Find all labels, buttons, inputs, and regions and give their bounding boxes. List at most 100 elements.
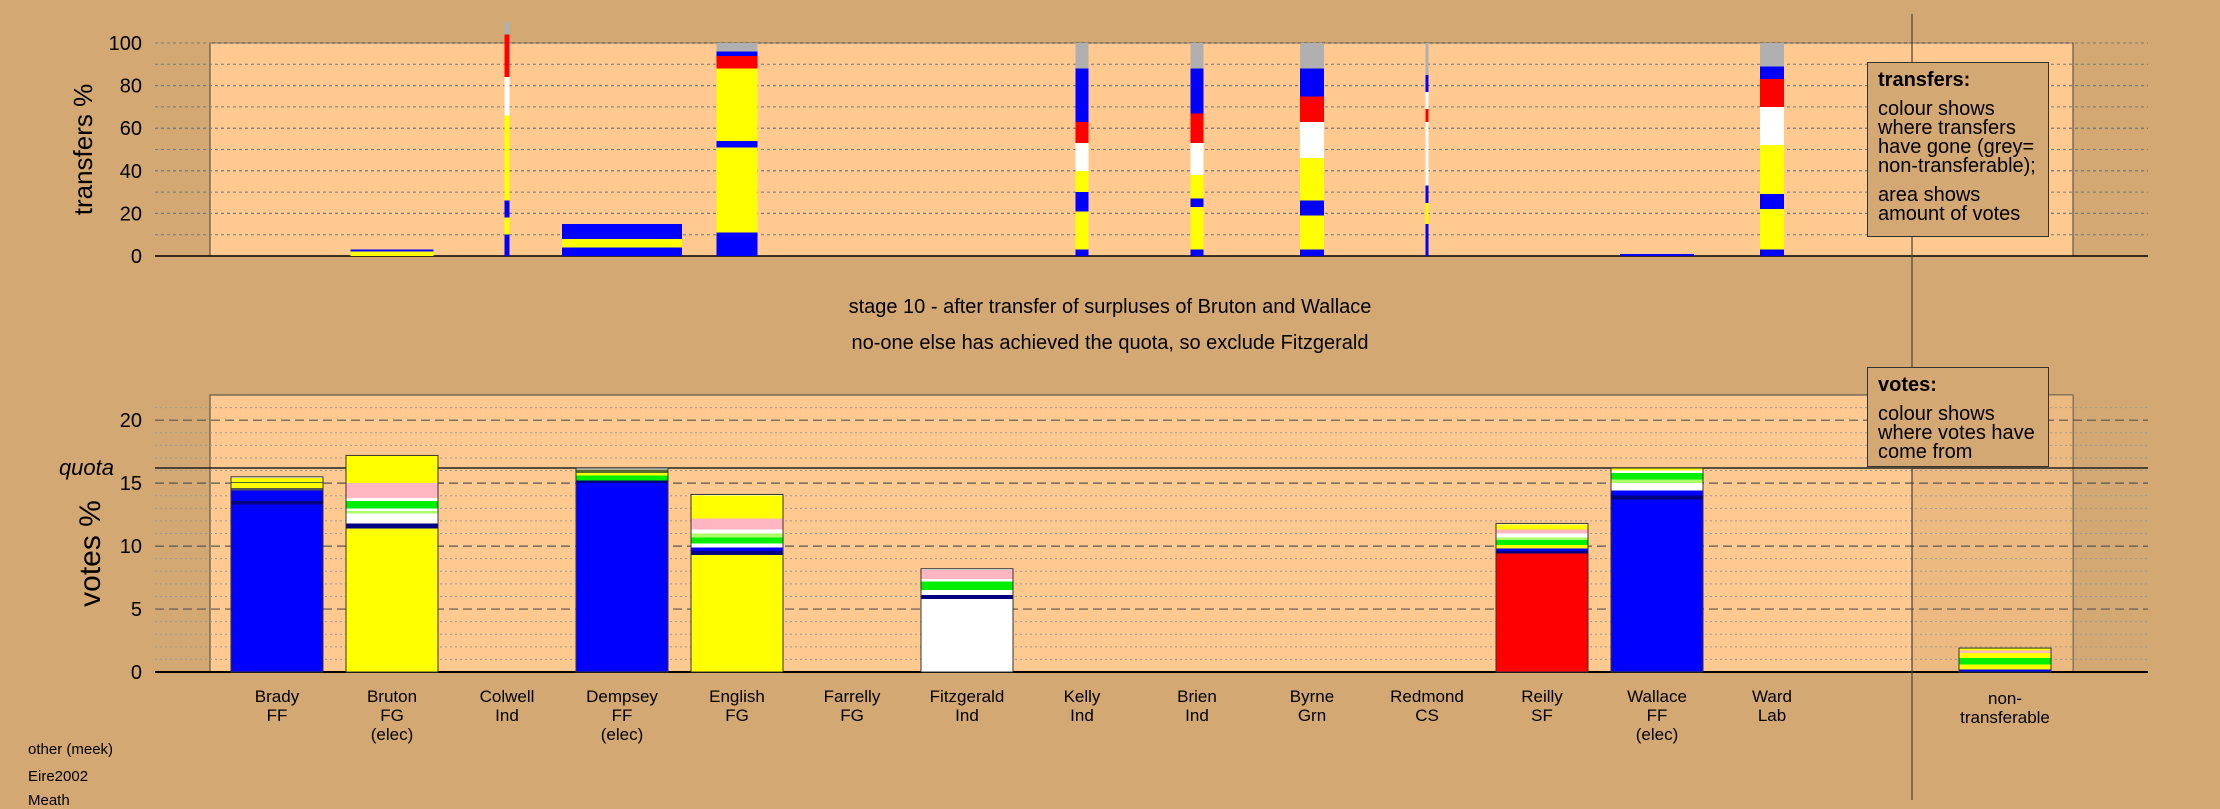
- transfer-segment: [504, 200, 510, 218]
- transfer-segment: [1620, 253, 1694, 256]
- transfer-segment: [1425, 224, 1429, 256]
- vote-segment: [1611, 499, 1703, 672]
- transfer-segment: [1425, 74, 1429, 92]
- transfer-segment: [1075, 211, 1089, 250]
- transfer-segment: [1300, 215, 1324, 250]
- vote-segment: [231, 478, 323, 482]
- transfers-legend-title: transfers:: [1878, 69, 1971, 91]
- transfer-segment: [1190, 68, 1204, 114]
- vote-segment: [691, 529, 783, 534]
- vote-segment: [921, 590, 1013, 596]
- vote-segment: [1496, 553, 1588, 672]
- candidate-name: Brady: [254, 687, 300, 706]
- vote-segment: [1496, 544, 1588, 549]
- transfer-segment: [1425, 109, 1429, 122]
- candidate-status: (elec): [600, 725, 644, 744]
- vote-segment: [346, 498, 438, 501]
- vote-segment: [921, 568, 1013, 571]
- candidate-name: Ward: [1752, 687, 1792, 706]
- vote-segment: [691, 537, 783, 544]
- vote-segment: [231, 481, 323, 484]
- vote-segment: [576, 473, 668, 476]
- candidate-name: Brien: [1177, 687, 1217, 706]
- transfer-segment: [1075, 143, 1089, 171]
- transfer-segment: [1300, 96, 1324, 122]
- transfer-segment: [1190, 43, 1204, 69]
- transfers-legend-text2: area shows amount of votes: [1878, 184, 2021, 225]
- vote-bar-non-transferable: [1958, 647, 2052, 673]
- vote-segment: [1611, 479, 1703, 484]
- vote-segment: [231, 490, 323, 501]
- transfers-y-tick-label: 40: [120, 161, 142, 183]
- candidate-label: Brady FF: [222, 687, 332, 725]
- transfers-y-tick-label: 100: [109, 33, 142, 55]
- candidate-name: Bruton: [366, 687, 418, 706]
- votes-legend-text: colour shows where votes have come from: [1878, 403, 2035, 463]
- candidate-label: Dempsey FF (elec): [567, 687, 677, 744]
- transfers-y-tick-label: 60: [120, 118, 142, 140]
- transfer-segment: [1190, 175, 1204, 199]
- transfer-segment: [504, 77, 510, 116]
- candidate-name: Kelly: [1063, 687, 1101, 706]
- nontransferable-label: non-transferable: [1935, 689, 2075, 727]
- transfer-segment: [1425, 185, 1429, 203]
- vote-segment: [231, 500, 323, 505]
- candidate-name: Wallace: [1627, 687, 1687, 706]
- vote-segment: [691, 547, 783, 552]
- candidate-party: Ind: [495, 706, 519, 725]
- vote-bar-reilly: [1495, 522, 1589, 673]
- votes-legend: votes: colour shows where votes have com…: [1867, 367, 2049, 467]
- transfer-bar-dempsey: [562, 224, 682, 256]
- transfers-legend-text1: colour shows where transfers have gone (…: [1878, 98, 2036, 177]
- vote-segment: [346, 528, 438, 672]
- candidate-party: Grn: [1297, 706, 1327, 725]
- transfer-segment: [1760, 194, 1784, 210]
- transfers-chart: 0 20 40 60 80 100 transfers %: [68, 21, 2148, 268]
- candidate-label: Farrelly FG: [797, 687, 907, 725]
- transfers-y-tick-label: 20: [120, 203, 142, 225]
- candidate-label: Wallace FF (elec): [1602, 687, 1712, 744]
- vote-segment: [1611, 473, 1703, 480]
- candidate-label: English FG: [682, 687, 792, 725]
- transfer-segment: [562, 238, 682, 248]
- transfer-segment: [1300, 68, 1324, 97]
- transfer-segment: [1300, 121, 1324, 159]
- transfer-segment: [1190, 249, 1204, 256]
- transfer-segment: [504, 34, 510, 65]
- votes-y-tick-label: 20: [120, 410, 142, 432]
- transfer-segment: [1760, 145, 1784, 195]
- vote-segment: [231, 488, 323, 491]
- vote-segment: [921, 570, 1013, 579]
- vote-segment: [1959, 653, 2051, 659]
- transfer-segment: [716, 147, 758, 233]
- vote-bar-english: [690, 493, 784, 673]
- transfer-segment: [1190, 207, 1204, 250]
- transfer-segment: [716, 140, 758, 148]
- vote-segment: [1959, 669, 2051, 672]
- candidate-name: Redmond: [1390, 687, 1464, 706]
- candidate-name: Farrelly: [823, 687, 881, 706]
- vote-bar-fitzgerald: [920, 568, 1014, 673]
- transfer-bar-wallace: [1620, 253, 1694, 256]
- transfer-segment: [504, 115, 510, 201]
- vote-bar-outline: [920, 568, 1014, 673]
- transfers-y-tick-label: 80: [120, 76, 142, 98]
- transfer-bar-bruton: [350, 249, 434, 256]
- quota-label: quota: [59, 455, 114, 480]
- method-label: other (meek): [28, 741, 114, 758]
- votes-y-tick-label: 0: [131, 662, 142, 684]
- candidate-label: Reilly SF: [1487, 687, 1597, 725]
- transfer-segment: [350, 251, 434, 256]
- vote-segment: [691, 543, 783, 548]
- candidate-party: FF: [266, 706, 288, 725]
- candidate-label: Bruton FG (elec): [337, 687, 447, 744]
- vote-segment: [1496, 548, 1588, 552]
- votes-y-tick-label: 5: [131, 599, 142, 621]
- vote-segment: [346, 510, 438, 514]
- vote-segment: [1611, 490, 1703, 496]
- candidate-party: Ind: [1185, 706, 1209, 725]
- candidate-party: SF: [1531, 706, 1553, 725]
- candidate-name: English: [709, 687, 765, 706]
- vote-segment: [691, 554, 783, 672]
- vote-bar-outline: [1610, 467, 1704, 673]
